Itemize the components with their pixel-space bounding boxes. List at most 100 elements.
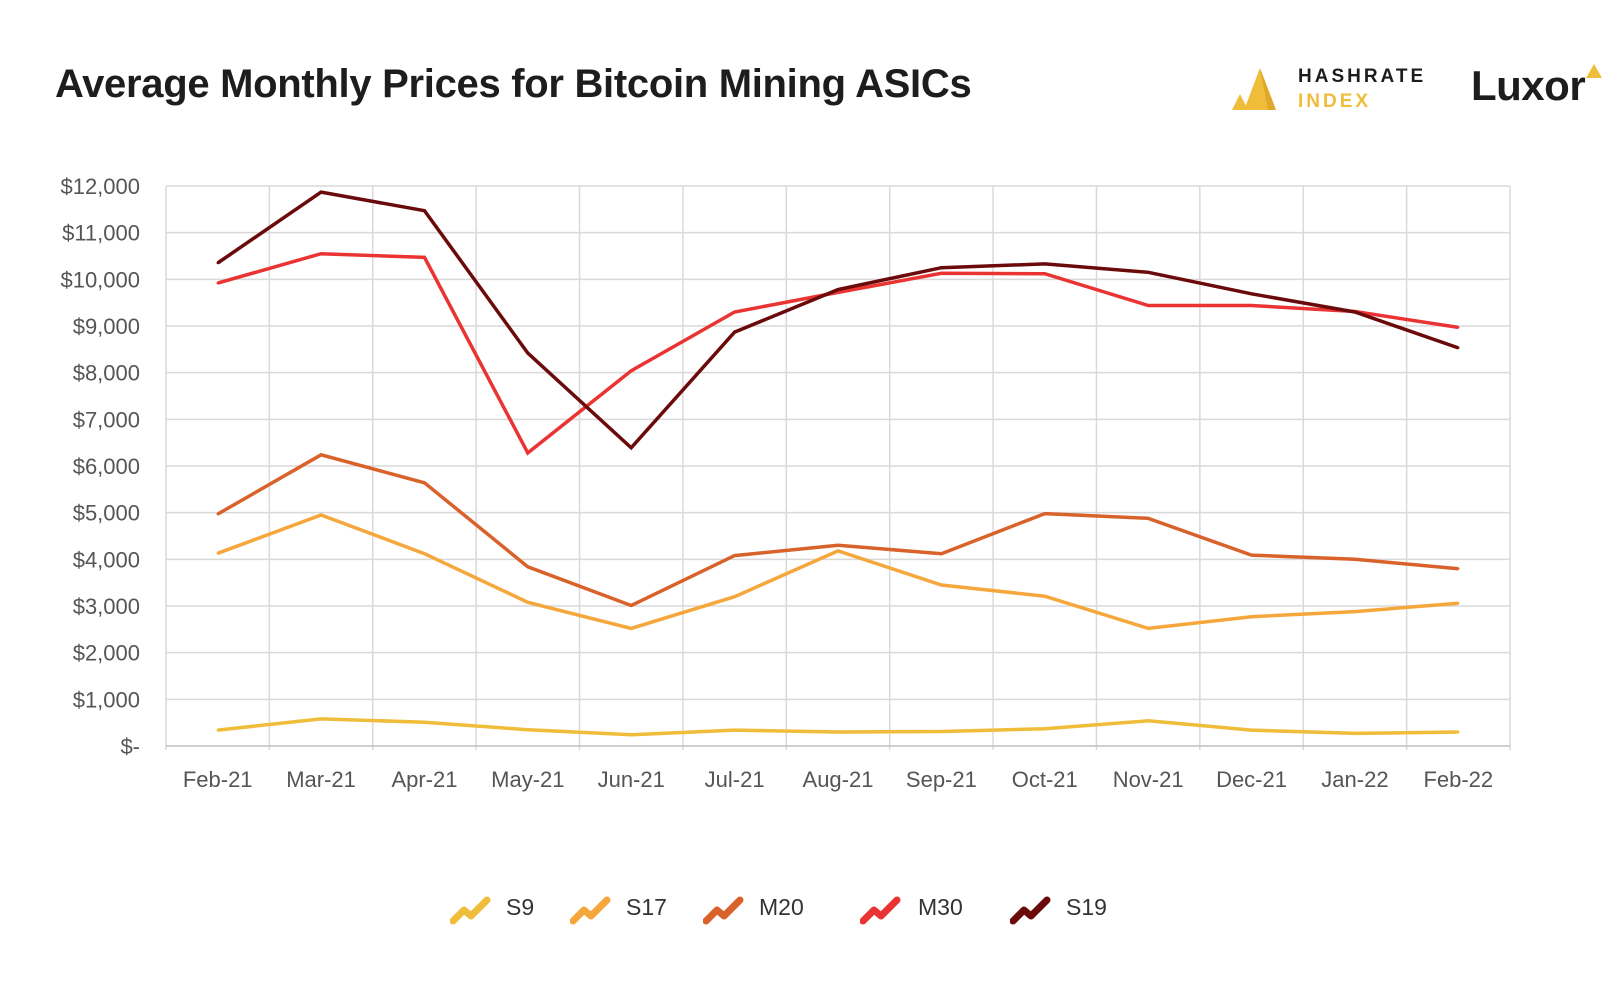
- data-point-s9: [1457, 730, 1460, 734]
- data-point-s17: [630, 627, 633, 630]
- data-point-m20: [526, 565, 530, 568]
- x-tick-label: Sep-21: [906, 767, 977, 792]
- data-point-m20: [423, 481, 426, 484]
- data-point-s9: [940, 730, 943, 733]
- y-tick-label: $2,000: [73, 641, 140, 666]
- series-line-m20: [216, 452, 1459, 608]
- luxor-wordmark: Luxor: [1471, 62, 1586, 109]
- data-point-m30: [630, 369, 633, 372]
- x-tick-label: Apr-21: [391, 767, 457, 792]
- y-tick-label: $4,000: [73, 547, 140, 572]
- data-point-s19: [423, 209, 426, 212]
- data-point-m20: [1146, 517, 1150, 520]
- data-point-s17: [319, 513, 323, 517]
- series-s9: [216, 717, 1460, 737]
- data-point-s17: [1457, 602, 1460, 605]
- data-point-s9: [1043, 727, 1046, 730]
- data-point-s9: [319, 717, 323, 721]
- y-tick-label: $7,000: [73, 407, 140, 432]
- data-point-s19: [733, 330, 736, 334]
- series-m30: [216, 251, 1460, 456]
- data-point-m30: [836, 291, 840, 294]
- y-tick-label: $8,000: [73, 361, 140, 386]
- data-point-s17: [1043, 595, 1046, 598]
- legend-swatch-icon: [570, 896, 611, 925]
- data-point-m20: [1250, 553, 1253, 557]
- data-point-s19: [940, 266, 943, 269]
- data-point-m30: [423, 256, 426, 259]
- data-point-s19: [526, 351, 530, 355]
- data-point-s17: [1146, 627, 1150, 630]
- x-tick-label: Jun-21: [598, 767, 665, 792]
- data-point-s9: [1353, 732, 1357, 735]
- data-point-s19: [1146, 271, 1150, 274]
- data-point-m30: [1043, 272, 1046, 275]
- data-point-m20: [836, 544, 840, 547]
- y-tick-label: $9,000: [73, 314, 140, 339]
- data-point-m20: [1043, 512, 1046, 515]
- data-point-m20: [940, 552, 943, 555]
- y-tick-label: $6,000: [73, 454, 140, 479]
- data-point-s19: [1353, 310, 1357, 314]
- brand-logos: HASHRATE INDEX Luxor: [1230, 56, 1610, 126]
- data-point-s19: [836, 288, 840, 291]
- series-line-s19: [216, 190, 1459, 451]
- data-point-m20: [630, 604, 633, 607]
- data-point-s9: [1146, 719, 1150, 722]
- legend-label: M30: [918, 894, 963, 920]
- x-tick-label: Feb-21: [183, 767, 253, 792]
- data-point-m20: [733, 554, 736, 557]
- legend-label: S19: [1066, 894, 1107, 920]
- series-s19: [216, 190, 1460, 451]
- y-tick-label: $3,000: [73, 594, 140, 619]
- data-point-m30: [1250, 304, 1253, 307]
- data-point-m20: [216, 512, 219, 516]
- data-point-m30: [733, 310, 736, 314]
- data-point-m20: [319, 453, 323, 456]
- chart-title: Average Monthly Prices for Bitcoin Minin…: [55, 62, 972, 106]
- data-point-s19: [1457, 346, 1460, 350]
- legend-swatch-icon: [450, 896, 491, 925]
- data-point-s9: [526, 728, 530, 731]
- chart-gridlines: [165, 185, 1511, 750]
- data-point-s17: [1353, 610, 1357, 613]
- luxor-triangle-icon: [1586, 64, 1602, 78]
- legend-label: M20: [759, 894, 804, 920]
- y-tick-label: $11,000: [62, 221, 140, 246]
- legend-label: S9: [506, 894, 535, 920]
- x-tick-label: Nov-21: [1113, 767, 1184, 792]
- hashrate-wordmark-line1: HASHRATE: [1298, 66, 1427, 87]
- data-point-m30: [1146, 304, 1150, 307]
- data-point-s17: [526, 601, 530, 604]
- data-point-s9: [836, 730, 840, 734]
- chart-axes: $- $1,000 $2,000 $3,000 $4,000 $5,000 $6,000 $7…: [60, 174, 1510, 792]
- line-chart: $- $1,000 $2,000 $3,000 $4,000 $5,000 $6,000 $7…: [60, 174, 1511, 792]
- data-point-s17: [1250, 615, 1253, 618]
- data-point-s19: [1043, 262, 1046, 266]
- data-point-m30: [319, 252, 323, 255]
- data-point-m20: [1353, 558, 1357, 561]
- data-point-m20: [1457, 567, 1460, 570]
- hashrate-wordmark-line2: INDEX: [1298, 91, 1372, 112]
- data-point-s17: [940, 583, 943, 587]
- data-point-s19: [319, 190, 323, 194]
- data-point-s9: [733, 728, 736, 732]
- data-point-s19: [1250, 292, 1253, 295]
- x-tick-label: Jan-22: [1321, 767, 1388, 792]
- data-point-s9: [423, 721, 426, 724]
- chart-legend: S9 S17 M20 M30 S19: [0, 888, 1624, 928]
- y-tick-label: $-: [120, 734, 140, 759]
- y-tick-label: $10,000: [60, 267, 140, 292]
- data-point-m30: [216, 281, 219, 285]
- data-point-m30: [526, 451, 530, 455]
- series-line-s17: [217, 513, 1459, 631]
- x-tick-label: Aug-21: [803, 767, 874, 792]
- hashrate-index-logo-icon: [1232, 68, 1276, 110]
- data-point-m30: [940, 272, 943, 275]
- y-tick-label: $12,000: [60, 174, 140, 199]
- data-point-s9: [216, 728, 219, 732]
- data-point-s9: [1250, 728, 1253, 732]
- data-point-s19: [630, 446, 633, 449]
- y-tick-label: $1,000: [73, 687, 140, 712]
- data-point-s17: [423, 552, 426, 555]
